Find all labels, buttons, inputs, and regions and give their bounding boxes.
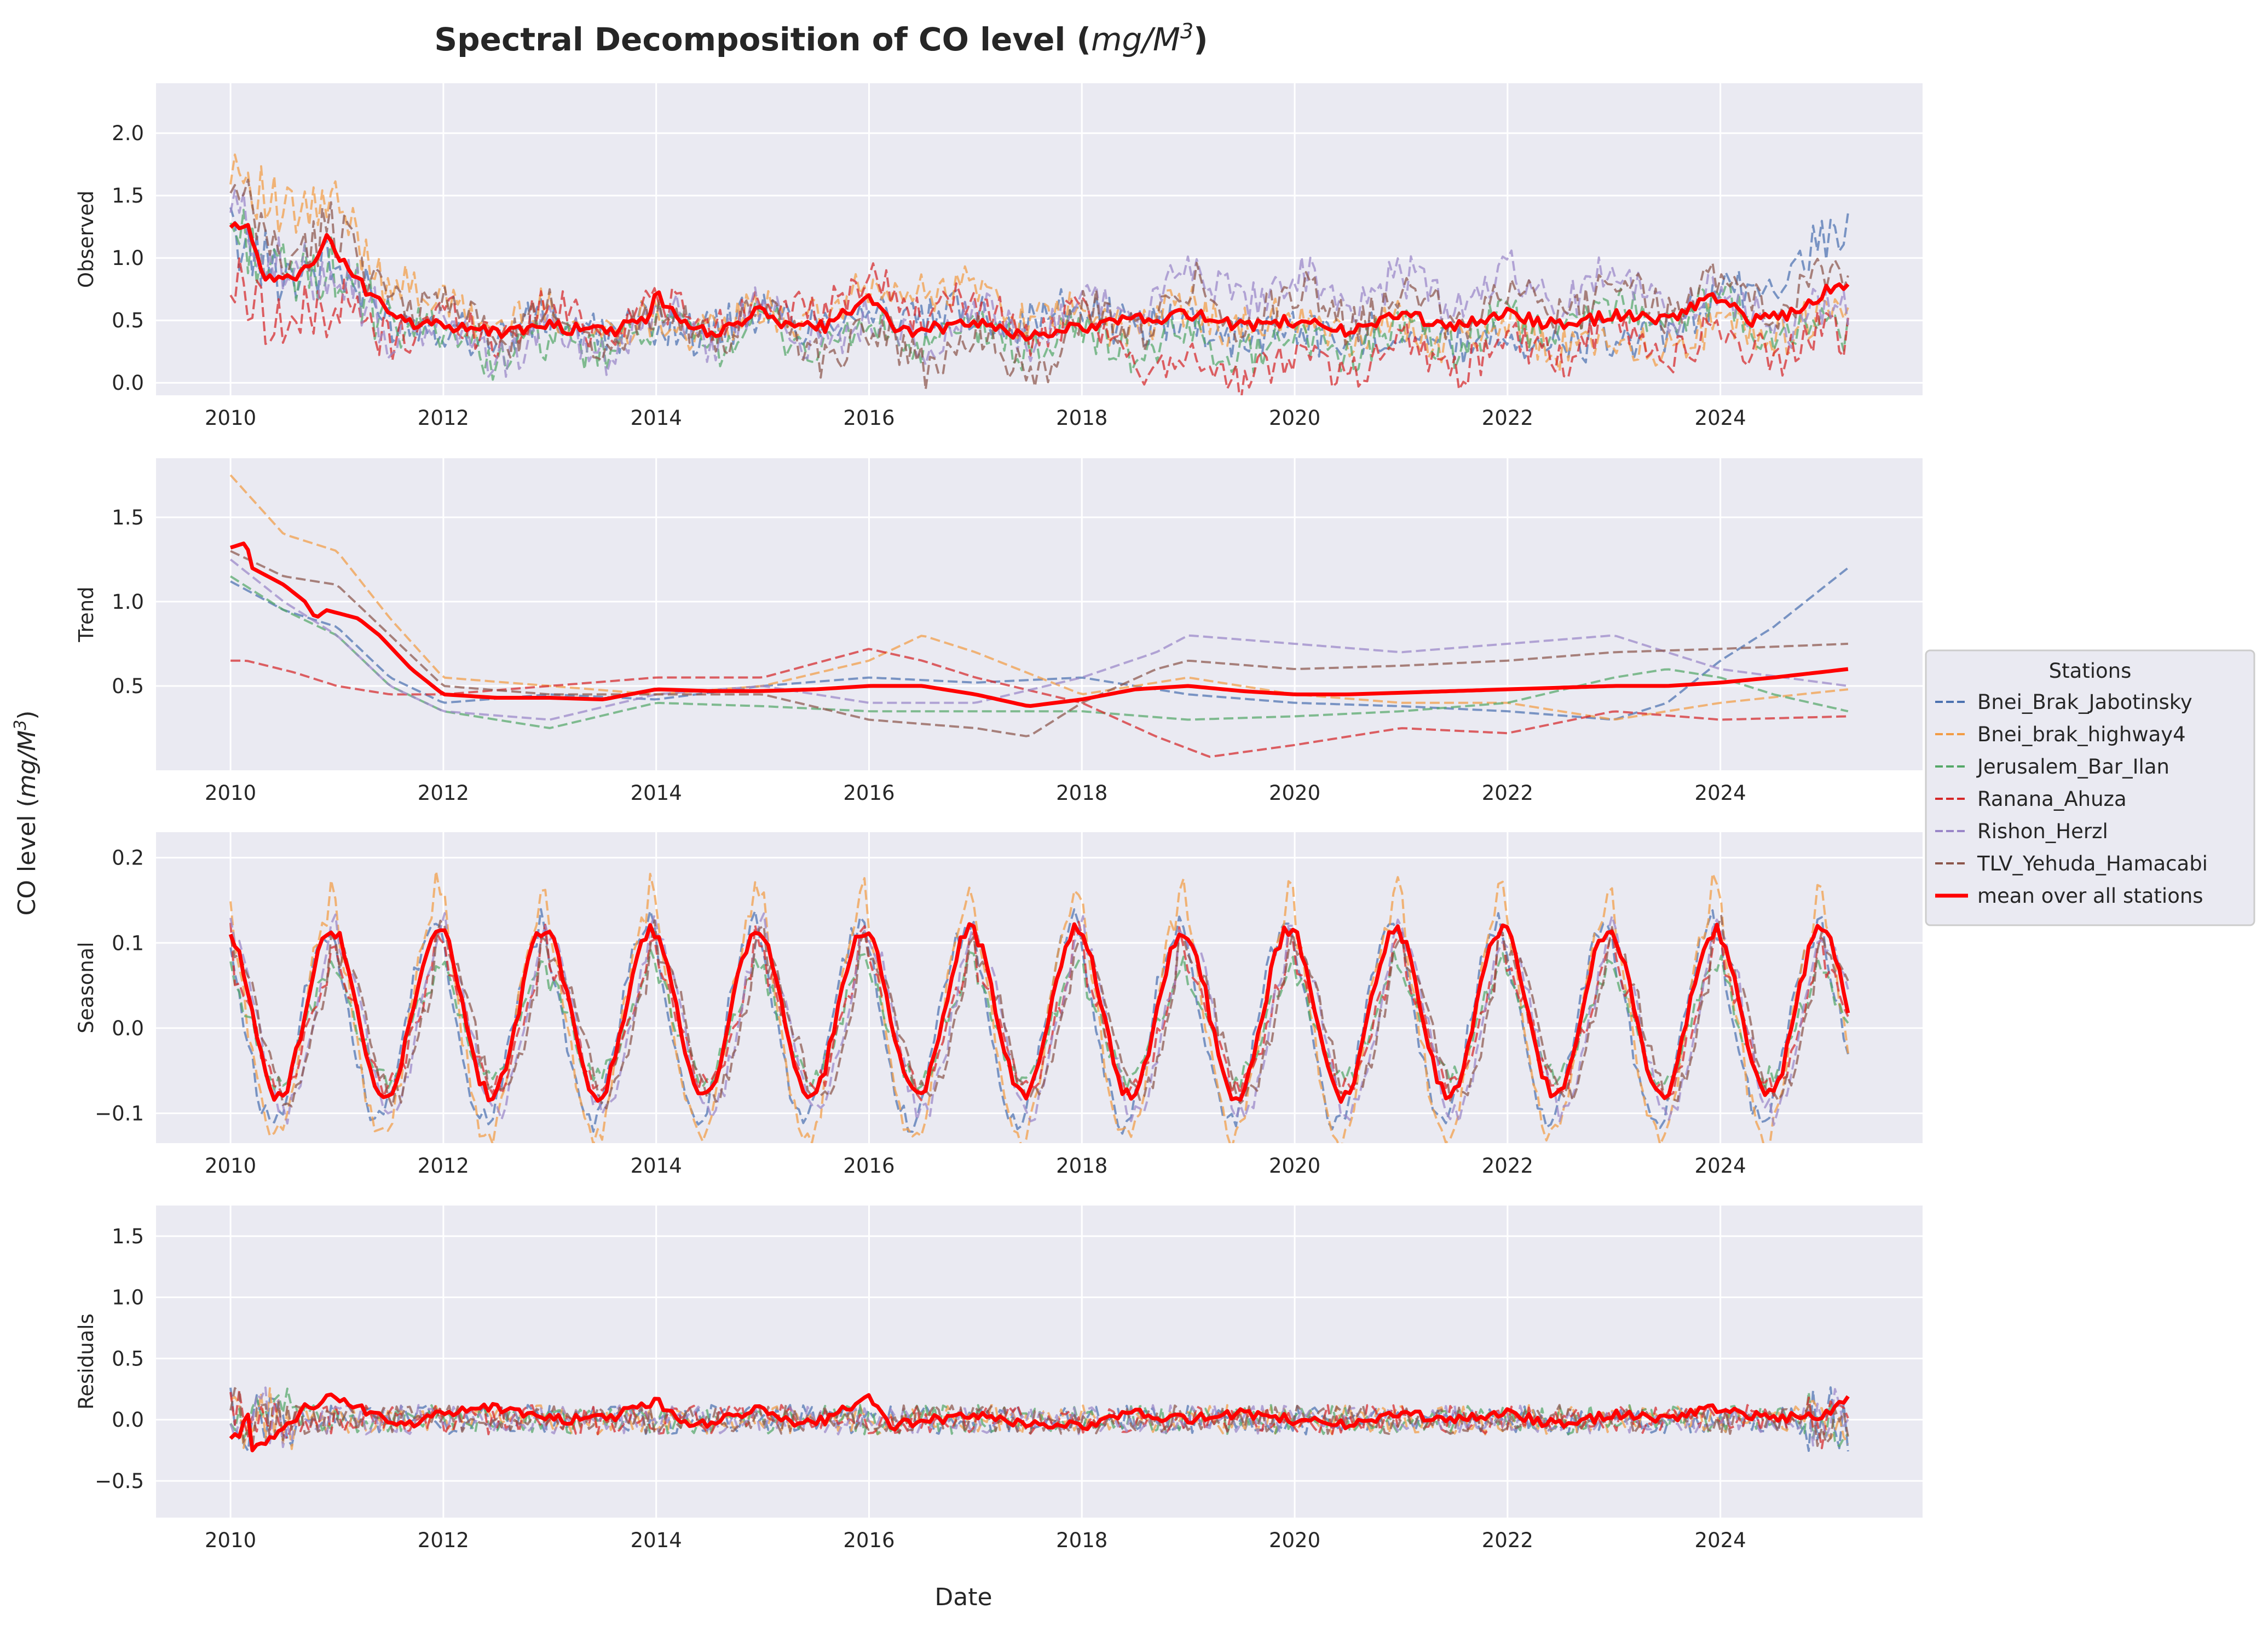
y-tick-label: 1.0 <box>112 590 144 614</box>
series-lines <box>229 474 1849 758</box>
station-line <box>230 550 1848 737</box>
x-tick-label: 2014 <box>631 406 682 430</box>
station-line <box>229 1386 1849 1448</box>
y-tick-label: 0.0 <box>112 1017 144 1040</box>
x-tick-label: 2012 <box>418 781 469 805</box>
series-lines <box>228 870 1850 1143</box>
plot-background <box>156 1206 1923 1518</box>
panel-ylabel: Residuals <box>74 1313 98 1410</box>
panel-ylabel: Seasonal <box>74 942 98 1033</box>
series-lines <box>229 153 1850 395</box>
station-line <box>229 915 1849 1110</box>
legend-label: Rishon_Herzl <box>1977 820 2108 843</box>
panel-residuals: −0.5 0.0 0.5 1.0 1.5 2010 2012 2014 2016 2018 2020… <box>74 1206 1923 1552</box>
panel-ylabel: Trend <box>74 586 98 642</box>
legend-frame <box>1925 649 2255 926</box>
x-tick-label: 2018 <box>1056 1529 1107 1552</box>
y-tick-label: 1.0 <box>112 246 144 270</box>
y-tick-label: 1.5 <box>112 506 144 529</box>
series-lines <box>229 1386 1850 1452</box>
x-tick-label: 2024 <box>1695 1529 1746 1552</box>
x-tick-label: 2010 <box>205 1529 256 1552</box>
x-tick-label: 2020 <box>1269 781 1320 805</box>
x-tick-label: 2014 <box>631 781 682 805</box>
y-tick-label: 0.2 <box>112 846 144 870</box>
x-tick-label: 2024 <box>1695 781 1746 805</box>
x-tick-label: 2020 <box>1269 1154 1320 1178</box>
panel-seasonal: −0.1 0.0 0.1 0.2 2010 2012 2014 2016 2018 2020 202… <box>74 832 1923 1178</box>
y-tick-label: 0.0 <box>112 371 144 395</box>
y-tick-label: 0.5 <box>112 1347 144 1370</box>
x-tick-label: 2018 <box>1056 781 1107 805</box>
mean-line <box>229 1392 1850 1452</box>
x-tick-label: 2016 <box>843 1529 894 1552</box>
legend: Stations Bnei_Brak_Jabotinsky Bnei_brak_h… <box>1925 649 2255 926</box>
x-tick-label: 2022 <box>1482 406 1533 430</box>
y-tick-label: −0.1 <box>95 1102 144 1126</box>
legend-label: TLV_Yehuda_Hamacabi <box>1977 852 2208 875</box>
x-tick-label: 2012 <box>418 406 469 430</box>
y-tick-label: −0.5 <box>95 1469 144 1493</box>
y-tick-label: 1.5 <box>112 184 144 207</box>
x-tick-label: 2016 <box>843 781 894 805</box>
station-line <box>229 908 1849 1135</box>
legend-label: mean over all stations <box>1977 884 2203 908</box>
x-tick-label: 2016 <box>843 1154 894 1178</box>
plot-background <box>156 458 1923 770</box>
panel-ylabel: Observed <box>74 191 98 288</box>
y-tick-label: 0.5 <box>112 674 144 698</box>
x-tick-label: 2020 <box>1269 406 1320 430</box>
y-tick-label: 0.0 <box>112 1408 144 1432</box>
station-line <box>230 1387 1849 1450</box>
x-tick-label: 2010 <box>205 1154 256 1178</box>
x-axis-label: Date <box>934 1583 992 1611</box>
y-axis-label: CO level (mg/M3) <box>11 711 42 916</box>
legend-title: Stations <box>2049 659 2132 683</box>
station-line <box>229 1387 1849 1451</box>
chart-title: Spectral Decomposition of CO level (mg/M… <box>434 19 1208 58</box>
x-tick-label: 2012 <box>418 1154 469 1178</box>
y-tick-label: 0.5 <box>112 309 144 332</box>
x-tick-label: 2024 <box>1695 1154 1746 1178</box>
x-tick-label: 2014 <box>631 1529 682 1552</box>
panel-trend: 0.5 1.0 1.5 2010 2012 2014 2016 2018 2020 2022 202… <box>74 458 1923 805</box>
y-tick-label: 1.5 <box>112 1225 144 1248</box>
legend-label: Ranana_Ahuza <box>1977 787 2127 811</box>
station-line <box>229 153 1849 372</box>
mean-line <box>230 541 1849 708</box>
x-tick-label: 2018 <box>1056 1154 1107 1178</box>
mean-line <box>228 922 1850 1104</box>
station-line <box>229 558 1849 721</box>
x-tick-label: 2024 <box>1695 406 1746 430</box>
x-tick-label: 2022 <box>1482 1529 1533 1552</box>
legend-label: Bnei_Brak_Jabotinsky <box>1977 690 2192 714</box>
y-tick-label: 2.0 <box>112 122 144 145</box>
station-line <box>229 178 1849 391</box>
x-tick-label: 2018 <box>1056 406 1107 430</box>
x-tick-label: 2010 <box>205 406 256 430</box>
legend-label: Bnei_brak_highway4 <box>1977 723 2186 746</box>
x-tick-label: 2020 <box>1269 1529 1320 1552</box>
x-tick-label: 2012 <box>418 1529 469 1552</box>
x-tick-label: 2010 <box>205 781 256 805</box>
panel-observed: 0.0 0.5 1.0 1.5 2.0 2010 2012 2014 2016 2018 2020 2… <box>74 83 1923 430</box>
x-tick-label: 2014 <box>631 1154 682 1178</box>
mean-line <box>229 221 1850 342</box>
y-tick-label: 1.0 <box>112 1286 144 1310</box>
x-tick-label: 2022 <box>1482 1154 1533 1178</box>
x-tick-label: 2016 <box>843 406 894 430</box>
legend-label: Jerusalem_Bar_Ilan <box>1976 755 2169 779</box>
x-tick-label: 2022 <box>1482 781 1533 805</box>
y-tick-label: 0.1 <box>112 931 144 955</box>
station-line <box>229 474 1849 720</box>
